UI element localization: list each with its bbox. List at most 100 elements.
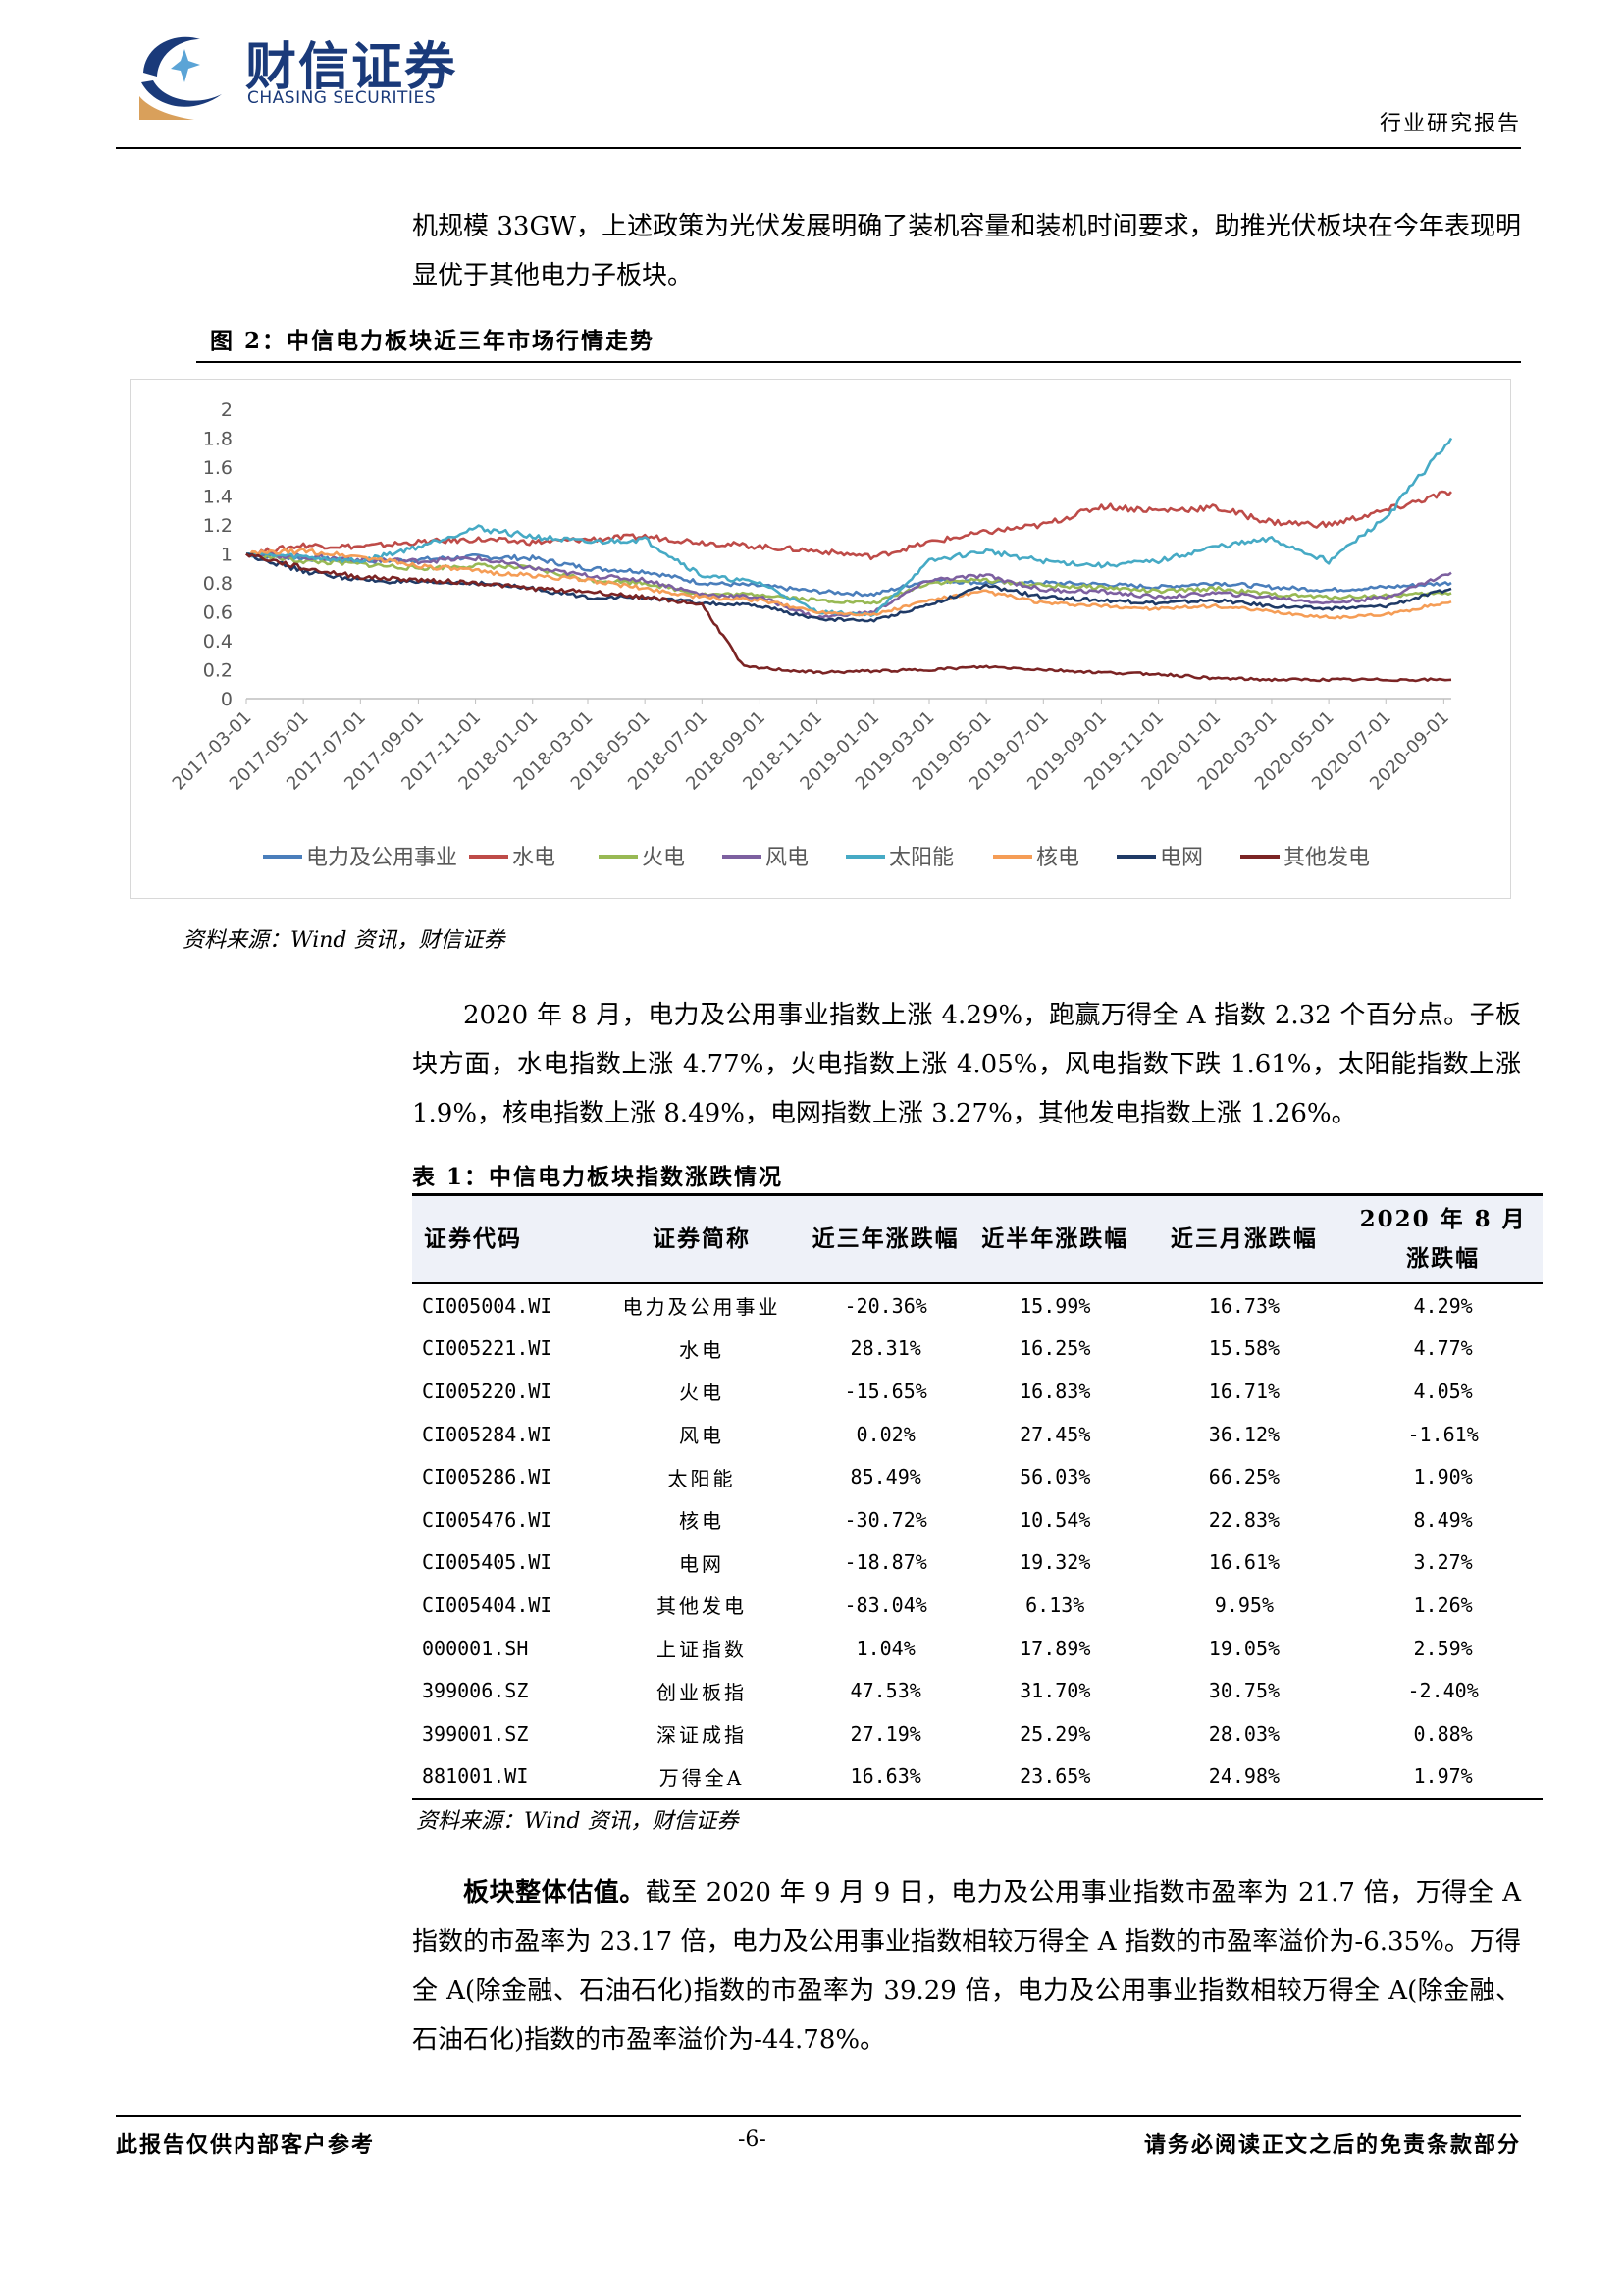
cell-3m: 28.03%	[1208, 1721, 1281, 1746]
footer-disclaimer-note: 请务必阅读正文之后的免责条款部分	[1143, 2132, 1521, 2158]
cell-code: 000001.SH	[422, 1636, 529, 1660]
cell-name: 火电	[679, 1381, 724, 1405]
footer-divider	[116, 2115, 1521, 2117]
table-row: 399001.SZ 深证成指 27.19% 25.29% 28.03% 0.88%	[412, 1712, 1543, 1755]
y-tick-label: 1.2	[203, 515, 233, 537]
cell-6m: 19.32%	[1020, 1550, 1091, 1575]
cell-3m: 22.83%	[1208, 1507, 1281, 1532]
valuation-text: 截至 2020 年 9 月 9 日，电力及公用事业指数市盈率为 21.7 倍，万…	[412, 1878, 1521, 2055]
cell-3y: 27.19%	[850, 1721, 921, 1746]
cell-3m: 36.12%	[1208, 1422, 1281, 1446]
cell-code: CI005405.WI	[422, 1550, 552, 1575]
cell-3m: 9.95%	[1214, 1592, 1275, 1617]
y-tick-label: 0	[221, 689, 233, 710]
company-logo-chinese: 财信证券	[245, 38, 458, 97]
series-line	[245, 548, 1452, 620]
y-tick-label: 2	[221, 399, 233, 421]
series-lines	[245, 437, 1453, 683]
cell-6m: 27.45%	[1020, 1422, 1091, 1446]
cell-3m: 24.98%	[1144, 1754, 1344, 1800]
page-number: -6-	[738, 2127, 766, 2152]
cell-aug: 2.59%	[1413, 1636, 1473, 1660]
valuation-heading: 板块整体估值。	[463, 1878, 646, 1907]
table-title: 表 1：中信电力板块指数涨跌情况	[412, 1164, 784, 1190]
y-tick-label: 1.6	[203, 457, 233, 479]
cell-6m: 31.70%	[1020, 1679, 1091, 1703]
chart-canvas: 0 0.2 0.4 0.6 0.8 1 1.2 1.4 1.6 1.8 2 2017-03-0120…	[169, 399, 1453, 870]
cell-name: 深证成指	[656, 1723, 747, 1748]
header-code: 证券代码	[412, 1193, 598, 1284]
cell-aug: -1.61%	[1407, 1422, 1479, 1446]
legend-label: 核电	[1036, 846, 1079, 870]
cell-3m: 15.58%	[1208, 1336, 1281, 1361]
cell-6m: 16.25%	[1020, 1336, 1091, 1361]
cell-3y: -18.87%	[844, 1550, 927, 1575]
table-row: 399006.SZ 创业板指 47.53% 31.70% 30.75% -2.40%	[412, 1669, 1543, 1712]
company-logo-english: CHASING SECURITIES	[247, 88, 436, 108]
series-line	[245, 550, 1452, 620]
table-row: CI005220.WI 火电 -15.65% 16.83% 16.71% 4.05%	[412, 1370, 1543, 1413]
cell-aug: 4.29%	[1413, 1293, 1473, 1318]
table-row: CI005284.WI 风电 0.02% 27.45% 36.12% -1.61%	[412, 1413, 1543, 1456]
cell-name: 万得全A	[597, 1754, 807, 1800]
x-axis: 2017-03-012017-05-012017-07-012017-09-01…	[169, 698, 1453, 795]
table-header-row: 证券代码 证券简称 近三年涨跌幅 近半年涨跌幅 近三月涨跌幅 2020 年 8 …	[412, 1193, 1543, 1284]
y-tick-label: 0.6	[203, 602, 233, 624]
header-name: 证券简称	[597, 1193, 807, 1284]
cell-6m: 15.99%	[1020, 1293, 1091, 1318]
cell-3m: 66.25%	[1208, 1465, 1281, 1489]
cell-3m: 16.71%	[1208, 1379, 1281, 1403]
cell-name: 太阳能	[667, 1466, 736, 1490]
cell-aug: 0.88%	[1413, 1721, 1473, 1746]
figure-title: 图 2：中信电力板块近三年市场行情走势	[210, 328, 655, 354]
cell-code: CI005004.WI	[422, 1293, 552, 1318]
cell-3m: 16.61%	[1208, 1550, 1281, 1575]
cell-aug: 8.49%	[1413, 1507, 1473, 1532]
series-line	[245, 552, 1452, 598]
cell-3y: -30.72%	[844, 1507, 927, 1532]
cell-3y: -20.36%	[844, 1293, 927, 1318]
cell-6m: 23.65%	[965, 1754, 1145, 1800]
cell-code: CI005284.WI	[422, 1422, 552, 1446]
cell-3y: 85.49%	[850, 1465, 921, 1489]
intro-paragraph: 机规模 33GW，上述政策为光伏发展明确了装机容量和装机时间要求，助推光伏板块在…	[412, 212, 1521, 290]
series-line	[245, 552, 1452, 623]
y-axis-tick-labels: 0 0.2 0.4 0.6 0.8 1 1.2 1.4 1.6 1.8 2	[203, 399, 233, 710]
cell-3y: -83.04%	[844, 1592, 927, 1617]
cell-code: CI005286.WI	[422, 1465, 552, 1489]
series-line	[245, 490, 1452, 561]
cell-aug: 1.97%	[1343, 1754, 1543, 1800]
y-tick-label: 1.8	[203, 429, 233, 450]
table-row: 881001.WI 万得全A 16.63% 23.65% 24.98% 1.97%	[412, 1754, 1543, 1800]
cell-3m: 19.05%	[1208, 1636, 1281, 1660]
cell-6m: 17.89%	[1020, 1636, 1091, 1660]
cell-name: 创业板指	[656, 1680, 747, 1704]
table-row: CI005004.WI 电力及公用事业 -20.36% 15.99% 16.73% 4.2…	[412, 1283, 1543, 1328]
header-3m-change: 近三月涨跌幅	[1144, 1193, 1344, 1284]
legend-label: 其他发电	[1283, 846, 1370, 870]
cell-code: CI005221.WI	[422, 1336, 552, 1361]
header-aug-change: 2020 年 8 月涨跌幅	[1343, 1193, 1543, 1284]
y-tick-label: 0.8	[203, 573, 233, 595]
cell-aug: 4.77%	[1413, 1336, 1473, 1361]
cell-3y: -15.65%	[844, 1379, 927, 1403]
legend-label: 水电	[512, 846, 555, 870]
table-row: CI005476.WI 核电 -30.72% 10.54% 22.83% 8.49%	[412, 1498, 1543, 1541]
cell-aug: 1.26%	[1413, 1592, 1473, 1617]
cell-aug: -2.40%	[1407, 1679, 1479, 1703]
legend-label: 太阳能	[889, 846, 954, 870]
august-performance-paragraph: 2020 年 8 月，电力及公用事业指数上涨 4.29%，跑赢万得全 A 指数 …	[412, 1001, 1521, 1128]
table-row: 000001.SH 上证指数 1.04% 17.89% 19.05% 2.59%	[412, 1627, 1543, 1670]
valuation-paragraph: 板块整体估值。截至 2020 年 9 月 9 日，电力及公用事业指数市盈率为 2…	[412, 1868, 1521, 2064]
cell-3y: 47.53%	[850, 1679, 921, 1703]
table-row: CI005286.WI 太阳能 85.49% 56.03% 66.25% 1.90%	[412, 1455, 1543, 1498]
y-tick-label: 0.4	[203, 631, 233, 652]
cell-aug: 3.27%	[1413, 1550, 1473, 1575]
cell-6m: 56.03%	[1020, 1465, 1091, 1489]
footer-internal-note: 此报告仅供内部客户参考	[116, 2132, 376, 2158]
cell-code: 881001.WI	[412, 1754, 598, 1800]
legend-label: 电力及公用事业	[306, 846, 457, 870]
legend-label: 火电	[642, 846, 685, 870]
cell-6m: 6.13%	[1025, 1592, 1085, 1617]
company-logo-icon	[139, 36, 222, 120]
